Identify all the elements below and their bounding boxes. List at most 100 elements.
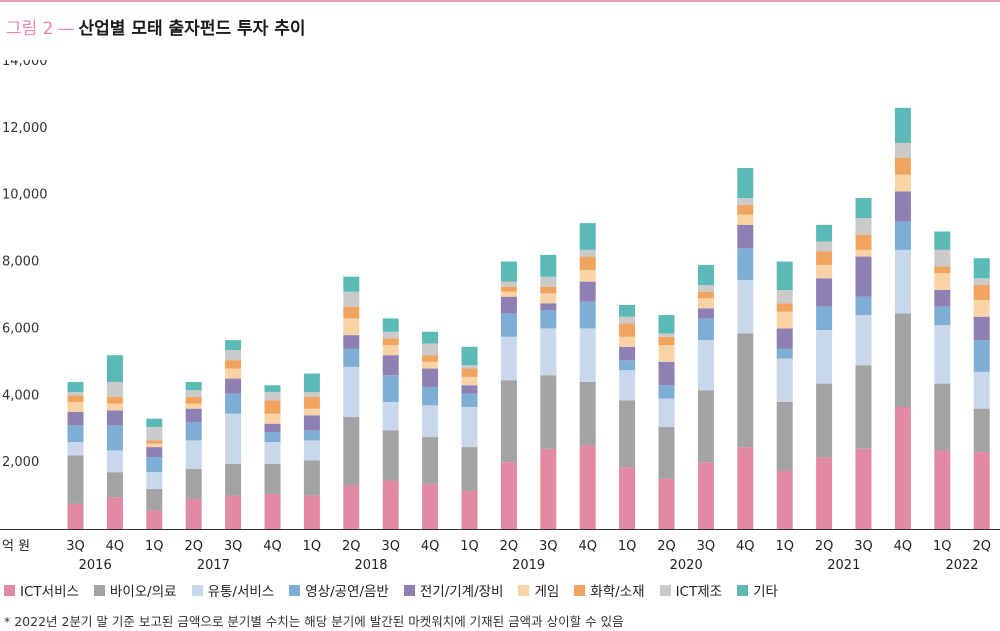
bar-segment-6: [816, 264, 833, 279]
figure-number: 그림 2: [6, 19, 54, 39]
bar-segment-7: [264, 400, 281, 414]
x-tick-label: 4Q: [578, 539, 597, 554]
bar-segment-9: [264, 385, 281, 392]
bar-segment-1: [579, 445, 596, 529]
year-label: 2017: [197, 558, 230, 570]
bar-segment-8: [185, 390, 202, 397]
legend-item: 기타: [737, 580, 778, 600]
bar-segment-6: [579, 269, 596, 282]
bar-segment-3: [343, 366, 360, 418]
bar-segment-2: [816, 383, 833, 458]
bar-segment-7: [106, 396, 123, 404]
legend-label: 기타: [753, 584, 778, 600]
x-tick-label: 2Q: [972, 539, 991, 554]
bar-segment-7: [816, 251, 833, 265]
bar-segment-1: [500, 462, 517, 529]
x-tick-label: 3Q: [381, 539, 400, 554]
bar-segment-7: [894, 157, 911, 175]
bar-segment-3: [422, 405, 439, 438]
bar-segment-8: [500, 281, 517, 287]
bar-segment-5: [422, 368, 439, 387]
bar-segment-2: [422, 437, 439, 484]
bar-segment-2: [146, 488, 163, 511]
bar-segment-7: [303, 396, 320, 409]
bar-segment-8: [776, 289, 793, 304]
bar-segment-1: [776, 470, 793, 529]
bar-segment-2: [185, 468, 202, 499]
bar-segment-7: [737, 204, 754, 215]
bar-segment-5: [658, 361, 675, 386]
bar-segment-2: [973, 408, 990, 453]
bar-segment-6: [973, 300, 990, 317]
bar-segment-5: [697, 308, 714, 319]
bar-segment-7: [973, 284, 990, 301]
x-tick-label: 4Q: [106, 539, 125, 554]
bar-segment-4: [461, 393, 478, 407]
bar-segment-9: [146, 418, 163, 428]
bar-segment-9: [619, 305, 636, 317]
bar-segment-6: [67, 401, 84, 412]
legend-item: ICT서비스: [4, 580, 79, 600]
bar-segment-5: [303, 415, 320, 431]
bar-segment-7: [146, 440, 163, 444]
x-tick-label: 2Q: [500, 539, 519, 554]
bar-segment-7: [225, 360, 242, 369]
bar-segment-3: [303, 440, 320, 461]
bar-segment-4: [343, 348, 360, 367]
bar-segment-9: [422, 331, 439, 344]
bar-segment-3: [225, 413, 242, 464]
bar-segment-1: [461, 490, 478, 529]
legend-item: 화학/소재: [574, 580, 645, 600]
bar-segment-9: [658, 315, 675, 334]
x-tick-label: 1Q: [303, 539, 322, 554]
unit-label: 억 원: [2, 539, 30, 554]
y-tick-label: 8,000: [2, 255, 39, 270]
bar-segment-2: [382, 430, 399, 481]
legend-item: 유통/서비스: [191, 580, 274, 600]
footnote: * 2022년 2분기 말 기준 보고된 금액으로 분기별 수치는 해당 분기에…: [4, 614, 624, 629]
x-tick-label: 3Q: [697, 539, 716, 554]
bar-segment-8: [973, 278, 990, 285]
year-label: 2019: [512, 558, 545, 570]
bar-segment-3: [973, 371, 990, 409]
bar-segment-4: [382, 375, 399, 402]
legend-item: 영상/공연/음반: [289, 580, 389, 600]
bar-segment-5: [67, 412, 84, 426]
bar-segment-4: [185, 422, 202, 441]
bar-segment-5: [500, 296, 517, 314]
bar-segment-4: [658, 385, 675, 399]
bar-segment-3: [67, 442, 84, 456]
bar-segment-3: [540, 328, 557, 376]
bar-segment-2: [737, 333, 754, 448]
y-tick-label: 2,000: [2, 455, 39, 470]
bar-segment-9: [579, 223, 596, 250]
bar-segment-7: [461, 368, 478, 377]
bar-segment-3: [146, 472, 163, 489]
bar-segment-8: [106, 381, 123, 397]
bar-segment-3: [934, 325, 951, 384]
bar-segment-3: [776, 358, 793, 402]
bar-segment-4: [776, 348, 793, 359]
bar-segment-6: [934, 273, 951, 290]
bar-segment-7: [422, 355, 439, 362]
bar-segment-6: [303, 408, 320, 416]
bar-segment-2: [894, 313, 911, 407]
y-tick-label: 4,000: [2, 388, 39, 403]
bar-segment-7: [855, 234, 872, 250]
legend-label: 화학/소재: [590, 584, 645, 600]
bar-segment-8: [579, 249, 596, 257]
bar-segment-4: [106, 425, 123, 451]
year-label: 2018: [354, 558, 387, 570]
bar-segment-2: [106, 472, 123, 498]
bar-segment-4: [894, 221, 911, 250]
legend-item: 전기/기계/장비: [403, 580, 503, 600]
bar-segment-5: [934, 289, 951, 307]
bar-segment-6: [225, 368, 242, 379]
x-tick-label: 3Q: [854, 539, 873, 554]
x-tick-label: 2Q: [657, 539, 676, 554]
legend-item: 게임: [518, 580, 559, 600]
bar-segment-3: [264, 442, 281, 464]
bar-segment-2: [225, 463, 242, 496]
y-tick-label: 14,000: [2, 60, 48, 69]
bar-segment-7: [500, 286, 517, 292]
